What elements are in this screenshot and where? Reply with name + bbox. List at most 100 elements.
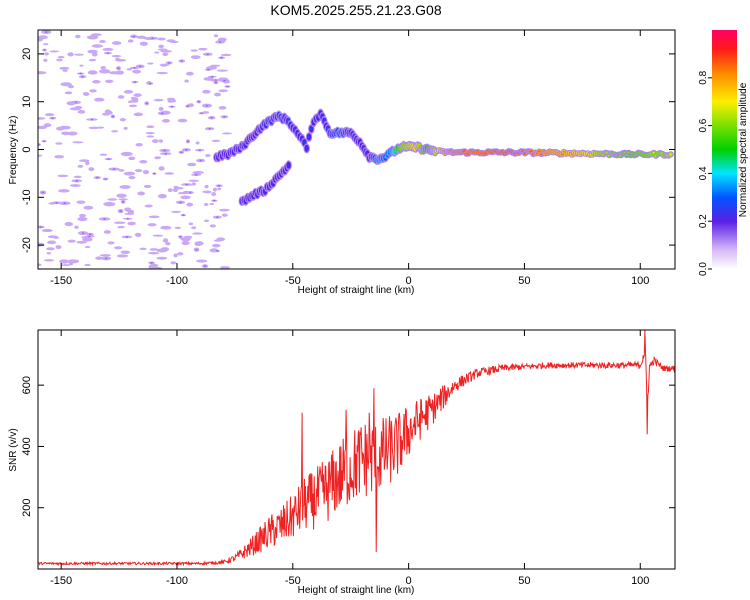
noise-speckle <box>61 264 71 267</box>
noise-speckle-core <box>203 265 207 267</box>
noise-speckle <box>117 95 125 99</box>
noise-speckle-core <box>180 60 183 62</box>
noise-speckle <box>107 110 113 115</box>
noise-speckle <box>128 156 136 161</box>
noise-speckle-core <box>153 172 156 175</box>
snr-series-line <box>38 330 675 567</box>
noise-speckle <box>67 239 76 243</box>
noise-speckle <box>103 230 111 234</box>
noise-speckle <box>107 198 118 201</box>
noise-speckle <box>147 251 160 255</box>
noise-speckle <box>195 259 208 263</box>
noise-speckle <box>118 169 125 172</box>
noise-speckle-core <box>223 79 226 82</box>
noise-speckle <box>55 142 63 145</box>
noise-speckle-core <box>210 116 213 119</box>
signal-track-core <box>303 141 306 144</box>
noise-speckle <box>111 55 122 58</box>
noise-speckle <box>38 117 46 120</box>
noise-speckle <box>64 91 73 95</box>
noise-speckle <box>89 89 97 93</box>
noise-speckle-core <box>223 115 226 118</box>
noise-speckle <box>123 126 128 130</box>
noise-speckle-core <box>179 201 182 204</box>
noise-speckle <box>38 125 47 130</box>
noise-speckle <box>67 52 74 57</box>
noise-speckle <box>192 171 205 174</box>
noise-speckle <box>190 49 198 52</box>
noise-speckle <box>211 139 221 142</box>
noise-speckle <box>139 247 147 251</box>
noise-speckle <box>209 202 214 206</box>
noise-speckle <box>67 84 75 89</box>
snr-frame <box>37 329 676 570</box>
noise-speckle <box>146 135 155 138</box>
noise-speckle-core <box>207 68 210 71</box>
noise-speckle <box>66 101 76 106</box>
noise-speckle <box>156 256 168 260</box>
noise-speckle <box>134 169 143 173</box>
noise-speckle <box>38 242 45 247</box>
noise-speckle <box>120 151 133 157</box>
noise-speckle-core <box>148 82 152 85</box>
noise-speckle <box>173 253 178 258</box>
x-tick-label: 100 <box>631 275 649 287</box>
noise-speckle <box>95 256 104 260</box>
x-tick-label: 0 <box>406 275 412 287</box>
noise-speckle <box>179 237 189 240</box>
noise-speckle <box>88 58 97 62</box>
snr-x-label: Height of straight line (km) <box>298 585 415 596</box>
noise-speckle-core <box>111 115 115 118</box>
noise-speckle <box>60 82 72 87</box>
x-tick-label: -50 <box>285 575 301 587</box>
noise-speckle-core <box>79 72 82 75</box>
noise-speckle <box>82 92 90 96</box>
noise-speckle <box>139 41 148 46</box>
noise-speckle <box>204 219 210 223</box>
noise-speckle <box>221 132 232 135</box>
noise-speckle-core <box>112 168 116 170</box>
noise-speckle-core <box>88 235 91 238</box>
noise-speckle-core <box>214 81 218 84</box>
spectrogram-y-ticks: -20 -10 0 10 20 <box>21 48 675 253</box>
noise-speckle-core <box>206 53 209 56</box>
noise-speckle <box>74 225 79 229</box>
signal-layer <box>213 108 674 207</box>
noise-speckle <box>91 80 101 84</box>
y-tick-label: 200 <box>21 499 33 517</box>
noise-speckle <box>145 132 155 135</box>
noise-speckle <box>203 77 214 81</box>
x-tick-label: 50 <box>518 275 530 287</box>
noise-speckle-core <box>45 31 48 33</box>
chart-title: KOM5.2025.255.21.23.G08 <box>270 2 441 18</box>
noise-speckle <box>126 68 132 71</box>
noise-speckle <box>162 118 170 123</box>
noise-speckle <box>220 53 232 57</box>
noise-speckle <box>167 188 173 193</box>
noise-speckle <box>41 228 53 233</box>
noise-speckle <box>219 208 230 212</box>
noise-speckle <box>156 248 168 253</box>
noise-speckle <box>43 58 48 62</box>
noise-speckle <box>149 248 159 251</box>
noise-speckle-core <box>63 202 66 204</box>
noise-speckle-core <box>75 180 78 182</box>
noise-speckle <box>57 56 65 59</box>
colorbar: 0.0 0.2 0.4 0.6 0.8 Normalized spectral ampl… <box>698 30 749 276</box>
noise-speckle <box>111 41 122 45</box>
noise-speckle <box>158 166 165 171</box>
noise-speckle <box>194 241 204 246</box>
noise-speckle <box>47 235 58 239</box>
y-tick-label: 20 <box>21 48 33 60</box>
noise-speckle <box>87 49 98 54</box>
noise-speckle <box>177 118 188 123</box>
x-tick-label: -150 <box>50 275 72 287</box>
noise-speckle <box>165 242 171 246</box>
noise-speckle <box>38 263 42 267</box>
noise-speckle-core <box>163 149 166 152</box>
noise-speckle <box>195 141 200 145</box>
colorbar-tick-label: 0.2 <box>698 214 709 228</box>
noise-speckle-core <box>81 75 84 78</box>
